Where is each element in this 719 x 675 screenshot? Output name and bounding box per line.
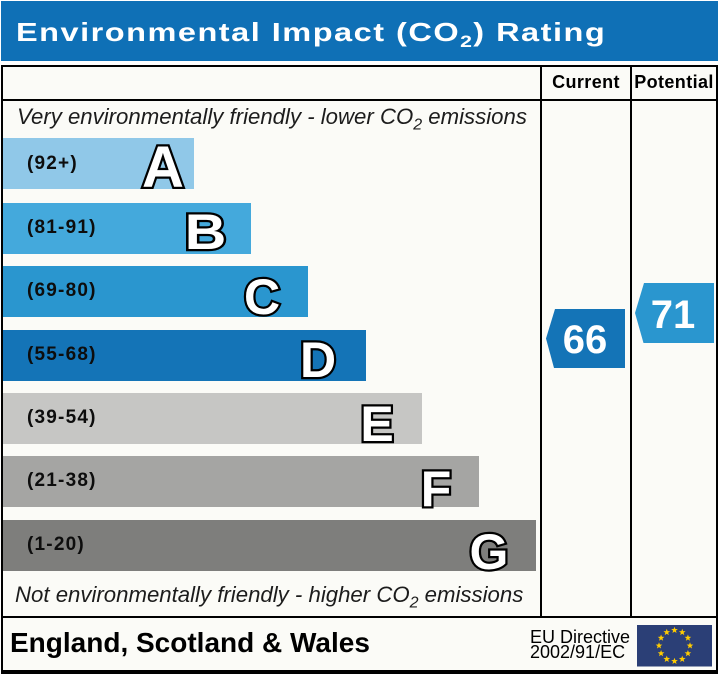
svg-text:C: C	[244, 269, 280, 325]
svg-text:B: B	[185, 204, 227, 260]
svg-text:F: F	[421, 461, 452, 517]
svg-text:66: 66	[563, 318, 608, 362]
svg-text:71: 71	[651, 293, 696, 337]
svg-text:G: G	[470, 524, 509, 580]
svg-text:A: A	[142, 135, 184, 200]
svg-text:E: E	[360, 396, 393, 452]
svg-text:D: D	[300, 332, 336, 388]
